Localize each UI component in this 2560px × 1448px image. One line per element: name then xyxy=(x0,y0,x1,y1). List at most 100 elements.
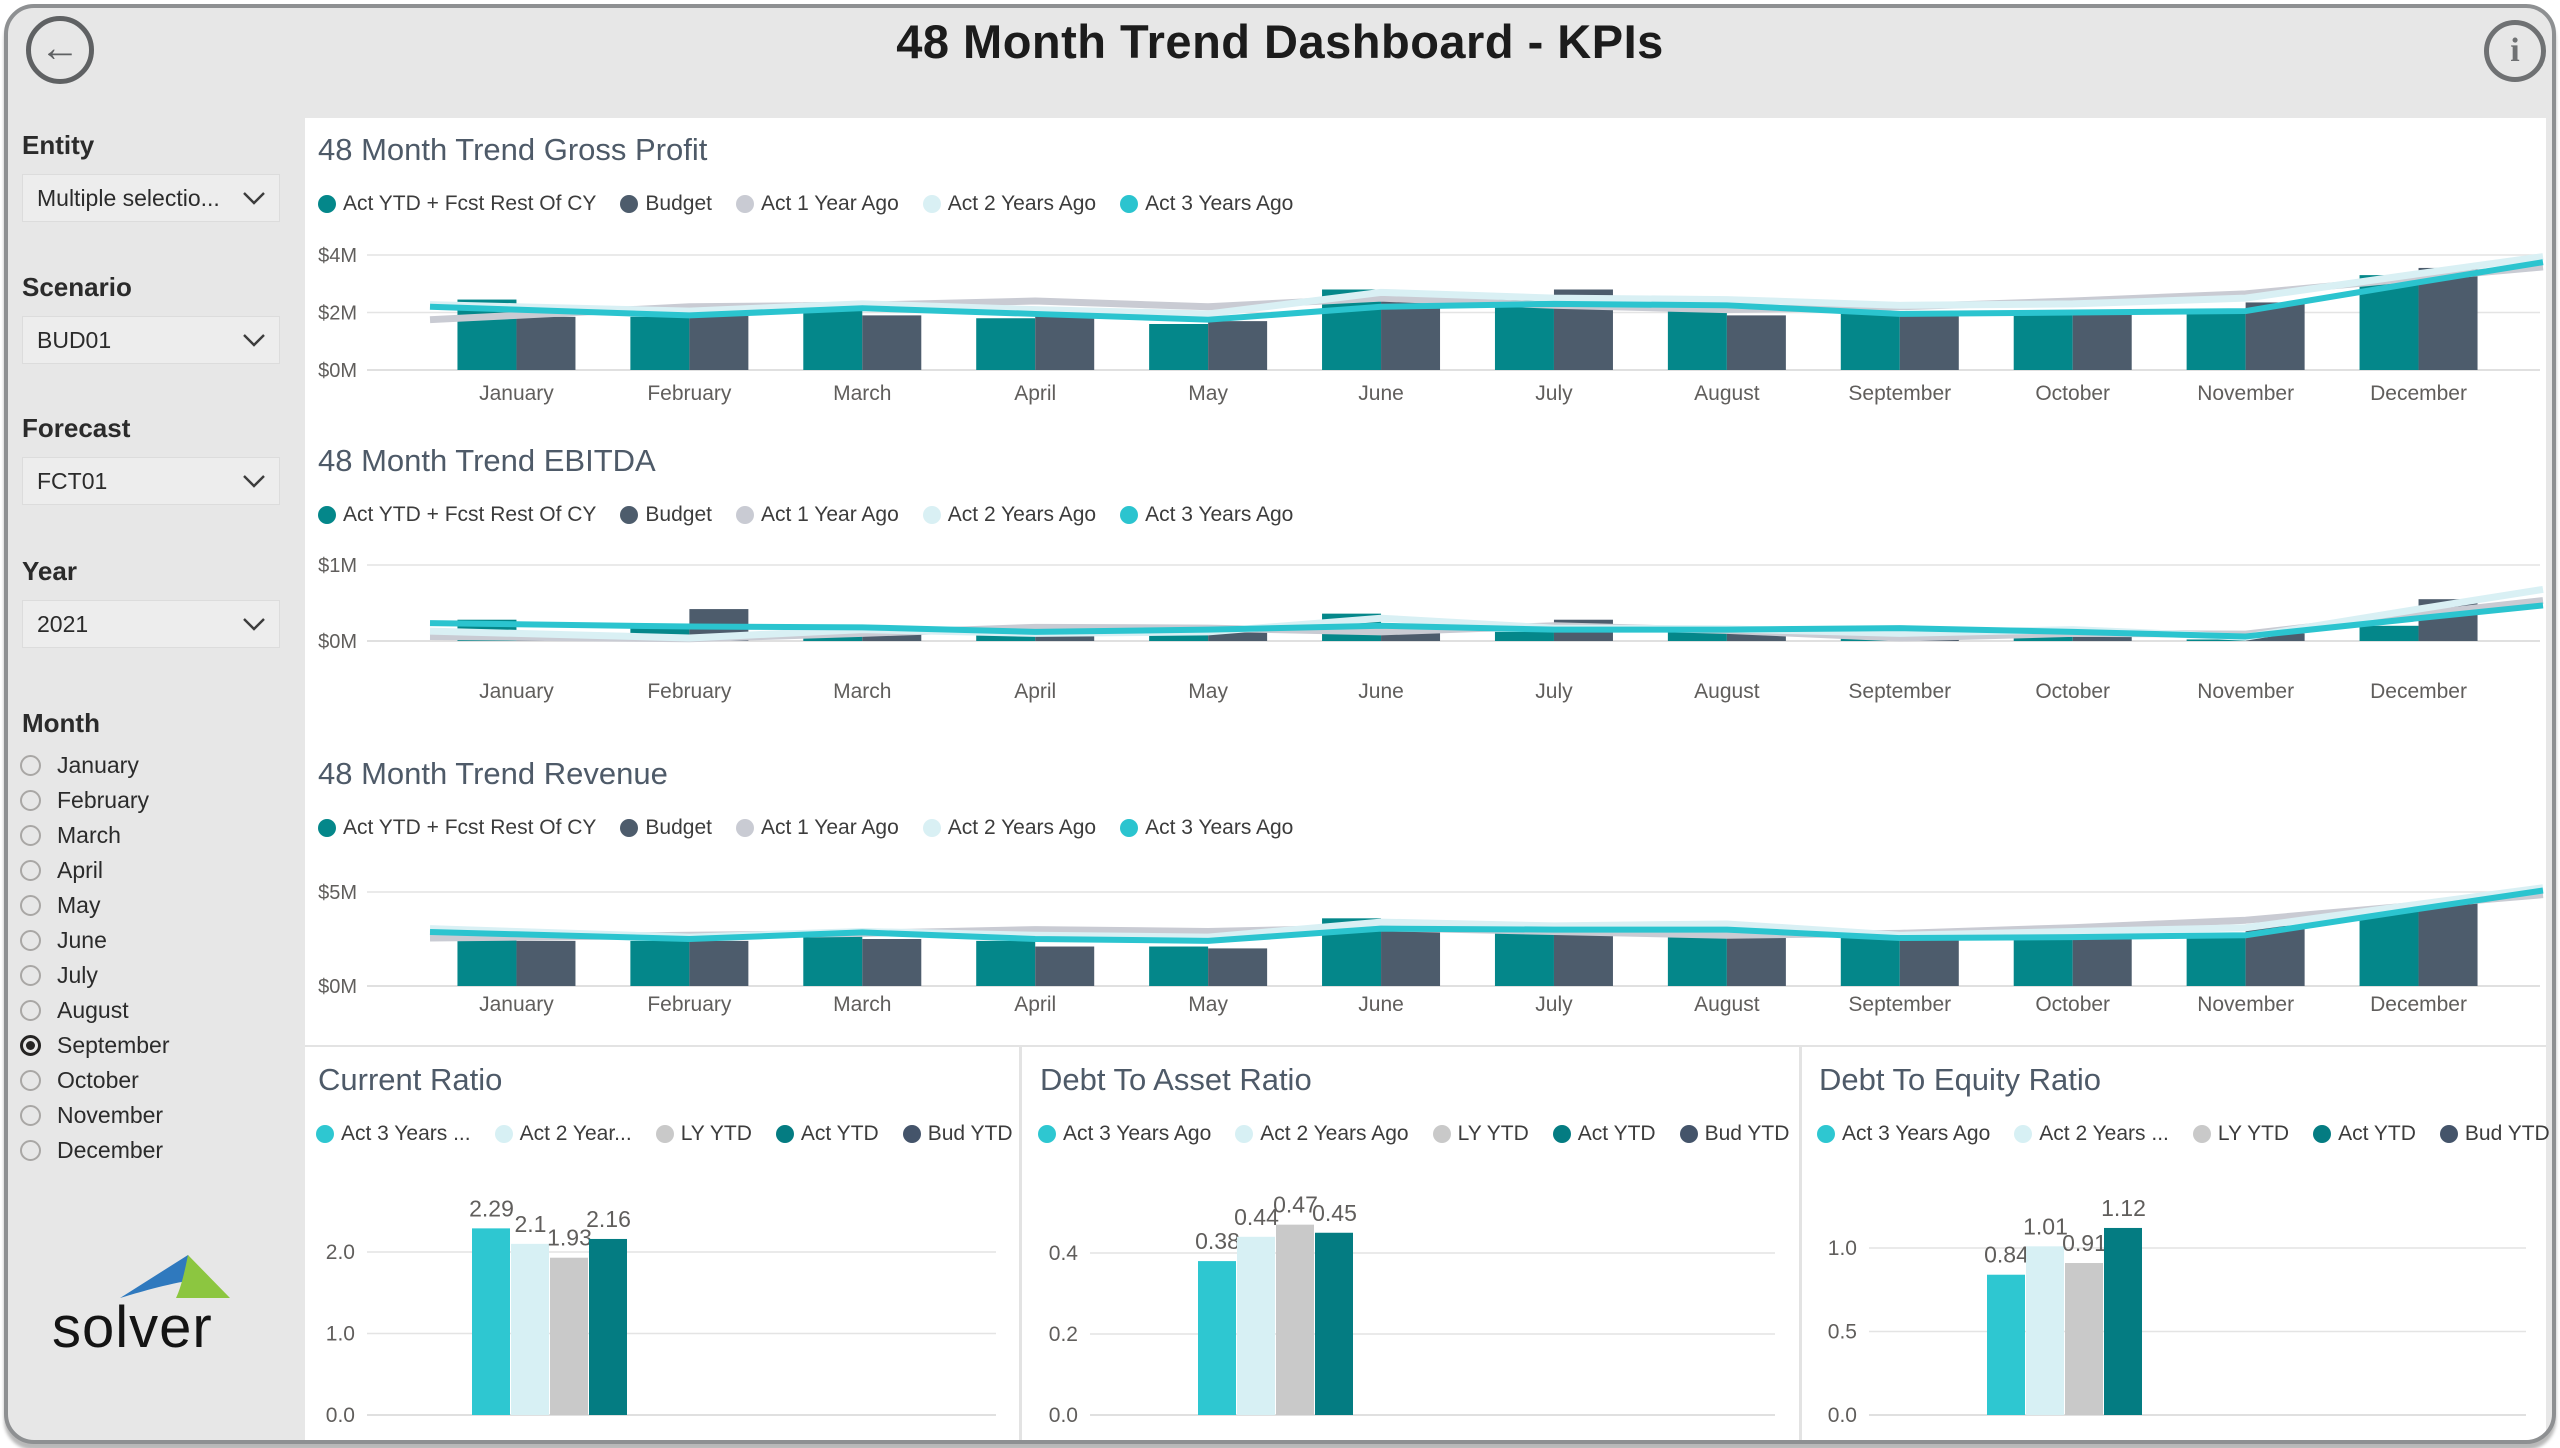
act-ytd-fcst-rest-of-cy-bar-october xyxy=(2013,635,2073,641)
legend-label: LY YTD xyxy=(2217,1122,2290,1145)
back-arrow-icon: ← xyxy=(40,26,80,70)
legend-item-ly-ytd[interactable]: LY YTD xyxy=(1432,1122,1529,1146)
radio-icon xyxy=(20,825,41,846)
month-label: June xyxy=(1358,993,1404,1016)
legend-item-bud-ytd[interactable]: Bud YTD xyxy=(1679,1122,1789,1146)
act-ytd-fcst-rest-of-cy-bar-july xyxy=(1494,631,1554,641)
ratio-chart-debt-to-equity-ratio: 0.0 0.5 1.0 0.84 1.010.91 1.12 xyxy=(1828,1195,2526,1427)
y-axis-tick-label: 2.0 xyxy=(326,1241,355,1264)
legend-item-act-2-year[interactable]: Act 2 Year... xyxy=(494,1122,632,1146)
legend-item-budget[interactable]: Budget xyxy=(620,503,712,527)
panel-divider-vertical xyxy=(1019,1047,1022,1440)
legend-label: Budget xyxy=(645,192,712,215)
budget-bar-september xyxy=(1899,939,1959,986)
bar-act-2-years xyxy=(2026,1246,2064,1415)
legend-item-act-ytd-fcst-rest-of-cy[interactable]: Act YTD + Fcst Rest Of CY xyxy=(318,503,596,527)
legend-item-act-1-year-ago[interactable]: Act 1 Year Ago xyxy=(735,816,899,840)
legend-item-act-2-years-ago[interactable]: Act 2 Years Ago xyxy=(1235,1122,1409,1146)
month-radio-may[interactable]: May xyxy=(12,888,292,923)
month-label: April xyxy=(1014,382,1056,405)
year-dropdown[interactable]: 2021 xyxy=(22,600,280,648)
month-radio-october[interactable]: October xyxy=(12,1063,292,1098)
panel-divider-vertical xyxy=(1799,1047,1802,1440)
month-radio-march[interactable]: March xyxy=(12,818,292,853)
legend-item-act-ytd-fcst-rest-of-cy[interactable]: Act YTD + Fcst Rest Of CY xyxy=(318,816,596,840)
legend-dot-icon xyxy=(735,819,754,837)
scenario-dropdown[interactable]: BUD01 xyxy=(22,316,280,364)
legend-item-act-3-years-ago[interactable]: Act 3 Years Ago xyxy=(1120,192,1293,216)
legend-item-act-1-year-ago[interactable]: Act 1 Year Ago xyxy=(735,503,899,527)
month-radio-november[interactable]: November xyxy=(12,1098,292,1133)
month-radio-list: January February March April May June July Augu… xyxy=(12,748,292,1168)
act-ytd-fcst-rest-of-cy-bar-may xyxy=(1149,946,1209,986)
entity-filter-label: Entity xyxy=(22,130,95,160)
month-radio-september[interactable]: September xyxy=(12,1028,292,1063)
month-radio-label: November xyxy=(57,1102,164,1128)
bar-value-label: 0.44 xyxy=(1234,1204,1279,1230)
month-radio-april[interactable]: April xyxy=(12,853,292,888)
bar-value-label: 0.84 xyxy=(1984,1242,2029,1268)
month-label: November xyxy=(2197,680,2294,703)
forecast-dropdown[interactable]: FCT01 xyxy=(22,457,280,505)
legend-item-act-2-years-ago[interactable]: Act 2 Years Ago xyxy=(922,816,1096,840)
month-radio-december[interactable]: December xyxy=(12,1133,292,1168)
legend-label: Bud YTD xyxy=(927,1122,1013,1145)
legend-label: Act YTD xyxy=(1577,1122,1656,1145)
legend-item-budget[interactable]: Budget xyxy=(620,816,712,840)
legend-item-act-3-years-ago[interactable]: Act 3 Years Ago xyxy=(1120,816,1293,840)
y-axis-tick-label: $2M xyxy=(318,303,357,325)
legend-item-act-ytd[interactable]: Act YTD xyxy=(775,1122,879,1146)
legend-item-ly-ytd[interactable]: LY YTD xyxy=(655,1122,752,1146)
month-radio-label: April xyxy=(57,857,104,883)
month-radio-august[interactable]: August xyxy=(12,993,292,1028)
legend-label: Act 3 Years Ago xyxy=(1145,816,1294,839)
legend-dot-icon xyxy=(922,819,941,837)
month-radio-june[interactable]: June xyxy=(12,923,292,958)
month-label: January xyxy=(479,680,554,703)
legend-item-act-ytd-fcst-rest-of-cy[interactable]: Act YTD + Fcst Rest Of CY xyxy=(318,192,596,216)
legend-dot-icon xyxy=(620,195,639,213)
legend-item-act-3-years-ago[interactable]: Act 3 Years Ago xyxy=(1038,1122,1211,1146)
legend-item-ly-ytd[interactable]: LY YTD xyxy=(2192,1122,2290,1146)
legend-item-act-2-years[interactable]: Act 2 Years ... xyxy=(2014,1122,2169,1146)
legend-item-budget[interactable]: Budget xyxy=(620,192,712,216)
bar-value-label: 0.47 xyxy=(1273,1192,1318,1218)
legend-dot-icon xyxy=(494,1125,513,1143)
y-axis-tick-label: $5M xyxy=(318,882,357,904)
legend-label: Act 3 Years ... xyxy=(341,1122,471,1145)
legend-item-act-ytd[interactable]: Act YTD xyxy=(2313,1122,2416,1146)
legend-label: Act YTD xyxy=(800,1122,879,1145)
legend-item-bud-ytd[interactable]: Bud YTD xyxy=(2439,1122,2550,1146)
month-label: December xyxy=(2370,382,2467,405)
budget-bar-april xyxy=(1035,315,1095,370)
month-radio-february[interactable]: February xyxy=(12,783,292,818)
legend-label: Act 2 Years ... xyxy=(2039,1122,2169,1145)
legend-item-act-2-years-ago[interactable]: Act 2 Years Ago xyxy=(922,503,1096,527)
legend-item-act-3-years-ago[interactable]: Act 3 Years Ago xyxy=(1817,1122,1990,1146)
legend-item-act-1-year-ago[interactable]: Act 1 Year Ago xyxy=(735,192,899,216)
budget-bar-december xyxy=(2418,267,2478,370)
back-button[interactable]: ← xyxy=(26,16,94,84)
entity-dropdown[interactable]: Multiple selectio... xyxy=(22,174,280,222)
radio-icon xyxy=(20,965,41,986)
month-label: April xyxy=(1014,993,1056,1016)
bar-act-3-years-ago xyxy=(1987,1274,2025,1415)
legend-dot-icon xyxy=(1038,1125,1056,1143)
legend-item-act-3-years-ago[interactable]: Act 3 Years Ago xyxy=(1120,503,1293,527)
month-radio-july[interactable]: July xyxy=(12,958,292,993)
legend-gross-profit: Act YTD + Fcst Rest Of CY Budget Act 1 Yea… xyxy=(318,192,1317,216)
legend-item-act-ytd[interactable]: Act YTD xyxy=(1552,1122,1656,1146)
info-button[interactable]: i xyxy=(2484,20,2546,82)
budget-bar-august xyxy=(1726,629,1786,641)
legend-label: Act YTD + Fcst Rest Of CY xyxy=(343,192,597,215)
act-ytd-fcst-rest-of-cy-bar-february xyxy=(630,940,690,986)
legend-item-act-2-years-ago[interactable]: Act 2 Years Ago xyxy=(922,192,1096,216)
budget-bar-august xyxy=(1726,937,1786,986)
act-ytd-fcst-rest-of-cy-bar-november xyxy=(2186,311,2246,370)
chevron-down-icon xyxy=(243,617,265,631)
legend-label: Act 1 Year Ago xyxy=(760,816,899,839)
legend-item-bud-ytd[interactable]: Bud YTD xyxy=(902,1122,1013,1146)
legend-item-act-3-years[interactable]: Act 3 Years ... xyxy=(316,1122,471,1146)
month-radio-january[interactable]: January xyxy=(12,748,292,783)
month-radio-label: January xyxy=(57,752,139,778)
